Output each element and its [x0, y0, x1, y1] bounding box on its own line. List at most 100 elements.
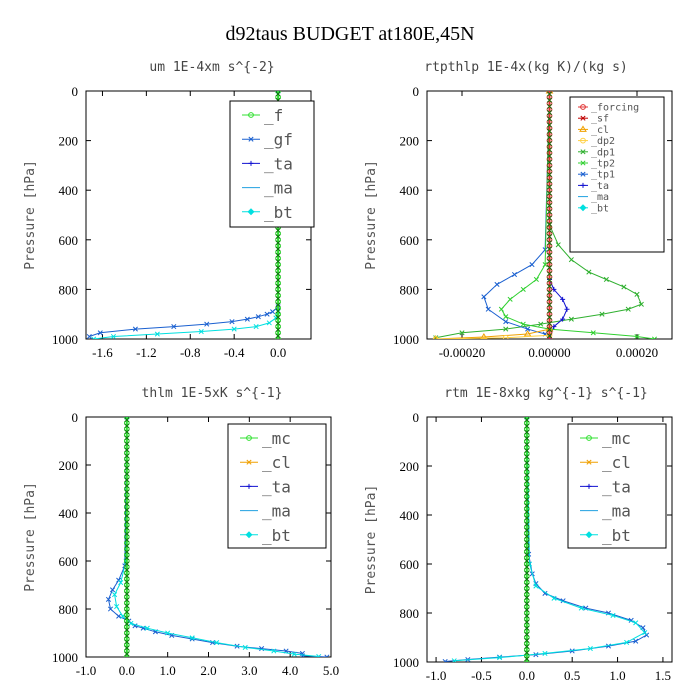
series-point-bt — [154, 331, 160, 337]
legend-label-dp2: _dp2 — [591, 136, 615, 147]
series-layer — [432, 91, 658, 339]
series-point-bt — [118, 580, 124, 586]
series-point-tp1 — [511, 271, 518, 278]
y-tick-label: 1000 — [52, 332, 78, 347]
series-point-tp2 — [503, 314, 509, 320]
series-point-tp2 — [498, 306, 504, 312]
series-point-bt — [316, 653, 322, 657]
series-point-overlay — [275, 320, 281, 326]
series-point-overlay — [524, 564, 530, 570]
series-point-overlay — [524, 582, 530, 588]
series-point-overlay — [124, 519, 130, 525]
series-point-bt — [533, 583, 539, 589]
series-point-overlay — [124, 507, 130, 513]
series-point-dp1 — [638, 301, 644, 307]
series-point-tp1 — [485, 306, 491, 312]
series-point-overlay — [524, 656, 530, 662]
legend-marker-gf — [248, 136, 254, 142]
series-point-overlay — [546, 153, 553, 159]
series-point-overlay — [124, 429, 130, 435]
y-tick-label: 600 — [59, 233, 79, 248]
series-point-overlay — [546, 110, 553, 116]
series-point-overlay — [275, 333, 281, 339]
series-point-overlay — [546, 314, 553, 320]
series-point-bt — [633, 620, 639, 626]
series-point-cl — [109, 587, 116, 593]
series-point-overlay — [524, 650, 530, 656]
x-tick-label: -1.6 — [92, 345, 113, 360]
series-point-overlay — [524, 613, 530, 619]
series-point-bt — [189, 635, 195, 641]
y-tick-label: 800 — [59, 602, 79, 617]
series-point-dp1 — [599, 311, 605, 317]
legend-label-forcing: _forcing — [591, 103, 639, 114]
legend-label-dp1: _dp1 — [591, 147, 615, 158]
series-point-bt — [266, 320, 272, 326]
series-point-tp2 — [590, 330, 596, 336]
legend-marker-dp1 — [580, 149, 586, 155]
series-point-mc — [123, 654, 130, 657]
series-layer — [105, 417, 330, 657]
series-point-overlay — [546, 277, 553, 283]
series-point-cl — [105, 596, 112, 602]
series-point-overlay — [124, 579, 130, 585]
series-point-overlay — [524, 570, 530, 576]
series-point-overlay — [546, 234, 553, 240]
legend-label-mc: _mc — [262, 429, 291, 448]
series-point-gf — [244, 316, 250, 322]
series-point-tp2 — [507, 296, 513, 302]
legend-marker-mc — [586, 435, 592, 441]
series-point-overlay — [124, 603, 130, 609]
series-point-overlay — [275, 265, 281, 271]
series-point-bt — [291, 651, 297, 657]
series-point-overlay — [124, 651, 130, 657]
series-point-overlay — [124, 615, 130, 621]
panel-title: rtpthlp 1E-4x(kg K)/(kg s) — [424, 60, 628, 75]
series-point-overlay — [524, 527, 530, 533]
panel-title: um 1E-4xm s^{-2} — [149, 60, 274, 75]
legend-label-cl: _cl — [591, 125, 609, 136]
legend: _f _gf _ta _ma _bt — [229, 100, 315, 228]
series-point-overlay — [124, 537, 130, 543]
series-point-overlay — [546, 227, 553, 233]
series-point-overlay — [124, 471, 130, 477]
panel-title: rtm 1E-8xkg kg^{-1} s^{-1} — [444, 386, 648, 401]
series-point-bt — [624, 639, 630, 645]
series-point-overlay — [124, 459, 130, 465]
y-tick-label: 600 — [400, 233, 420, 248]
y-tick-label: 800 — [59, 282, 79, 297]
series-point-overlay — [546, 240, 553, 246]
series-point-mc — [523, 659, 530, 662]
series-point-overlay — [124, 423, 130, 429]
series-point-cl — [442, 658, 448, 662]
y-axis-label: Pressure [hPa] — [364, 160, 379, 270]
x-tick-label: -0.5 — [471, 668, 492, 683]
series-line-cl — [435, 91, 550, 339]
x-tick-label: 0.0 — [270, 345, 286, 360]
series-point-tp1 — [503, 319, 509, 325]
series-point-overlay — [546, 165, 553, 171]
series-point-bt — [112, 592, 118, 598]
series-point-overlay — [524, 631, 530, 637]
series-line-dp2 — [435, 91, 550, 339]
series-point-overlay — [524, 503, 530, 509]
y-tick-label: 0 — [72, 84, 79, 99]
series-point-overlay — [546, 147, 553, 153]
series-point-bt — [110, 333, 116, 339]
series-point-overlay — [124, 501, 130, 507]
x-tick-label: 0.00020 — [616, 345, 658, 360]
legend-label-ta: _ta — [591, 181, 609, 192]
series-point-overlay — [524, 478, 530, 484]
series-point-gf — [171, 324, 177, 330]
series-point-overlay — [524, 546, 530, 552]
x-tick-label: -0.00020 — [439, 345, 486, 360]
series-point-overlay — [524, 619, 530, 625]
series-point-overlay — [524, 484, 530, 490]
legend-marker-sf — [580, 115, 586, 121]
x-tick-label: -1.0 — [76, 663, 97, 678]
series-point-overlay — [524, 521, 530, 527]
series-point-overlay — [124, 489, 130, 495]
series-point-overlay — [524, 417, 530, 423]
series-point-overlay — [546, 91, 553, 97]
series-point-overlay — [546, 159, 553, 165]
